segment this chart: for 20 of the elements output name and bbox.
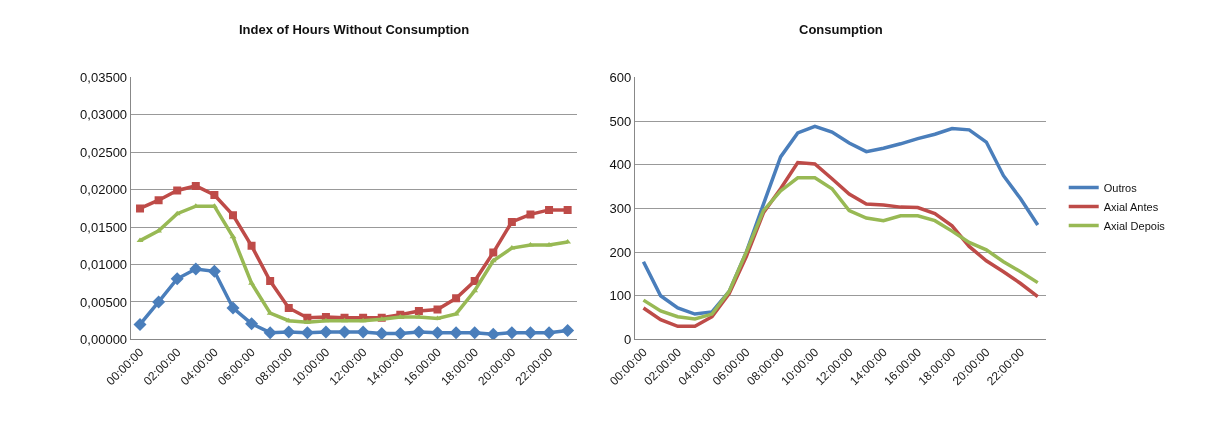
y-tick-label: 300 (609, 200, 632, 216)
y-tick-label: 0,02000 (80, 182, 128, 198)
y-tick-label: 100 (609, 288, 632, 304)
legend-label: Outros (1103, 181, 1138, 194)
legend-label: Axial Antes (1103, 200, 1159, 213)
y-tick-label: 0,01000 (80, 257, 128, 273)
y-tick-label: 400 (609, 157, 632, 173)
y-tick-label: 0,01500 (80, 219, 128, 235)
y-tick-label: 0,03500 (80, 70, 128, 85)
y-tick-label: 600 (609, 70, 632, 85)
y-tick-label: 0,02500 (80, 144, 128, 160)
chart-title: Index of Hours Without Consumption (239, 22, 470, 37)
y-tick-label: 500 (609, 113, 632, 129)
y-tick-label: 0,00500 (80, 294, 128, 310)
y-tick-label: 0 (624, 331, 632, 347)
y-tick-label: 200 (609, 244, 632, 260)
y-tick-label: 0,00000 (80, 331, 128, 347)
y-tick-label: 0,03000 (80, 107, 128, 123)
chart-title: Consumption (799, 22, 883, 37)
legend-label: Axial Depois (1103, 219, 1166, 232)
